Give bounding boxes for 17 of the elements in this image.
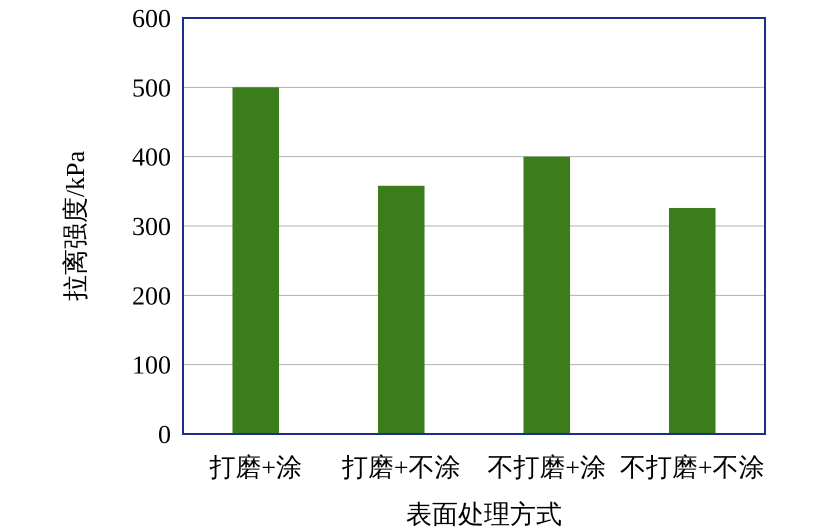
y-tick-label: 300 (132, 212, 171, 241)
y-tick-label: 500 (132, 73, 171, 102)
y-tick-label: 200 (132, 281, 171, 310)
y-tick-label: 600 (132, 4, 171, 33)
y-axis-title: 拉离强度/kPa (61, 150, 90, 302)
y-tick-label: 0 (158, 420, 171, 449)
x-tick-label: 不打磨+不涂 (620, 453, 765, 482)
x-axis-title: 表面处理方式 (406, 500, 562, 529)
y-tick-label: 100 (132, 350, 171, 380)
x-tick-label: 打磨+不涂 (340, 453, 461, 482)
bar (378, 186, 425, 434)
x-tick-label: 打磨+涂 (208, 453, 302, 482)
bar (523, 156, 570, 434)
bar (668, 208, 716, 434)
bar (232, 87, 280, 434)
y-tick-label: 400 (132, 142, 171, 172)
x-tick-label: 不打磨+涂 (487, 453, 606, 482)
